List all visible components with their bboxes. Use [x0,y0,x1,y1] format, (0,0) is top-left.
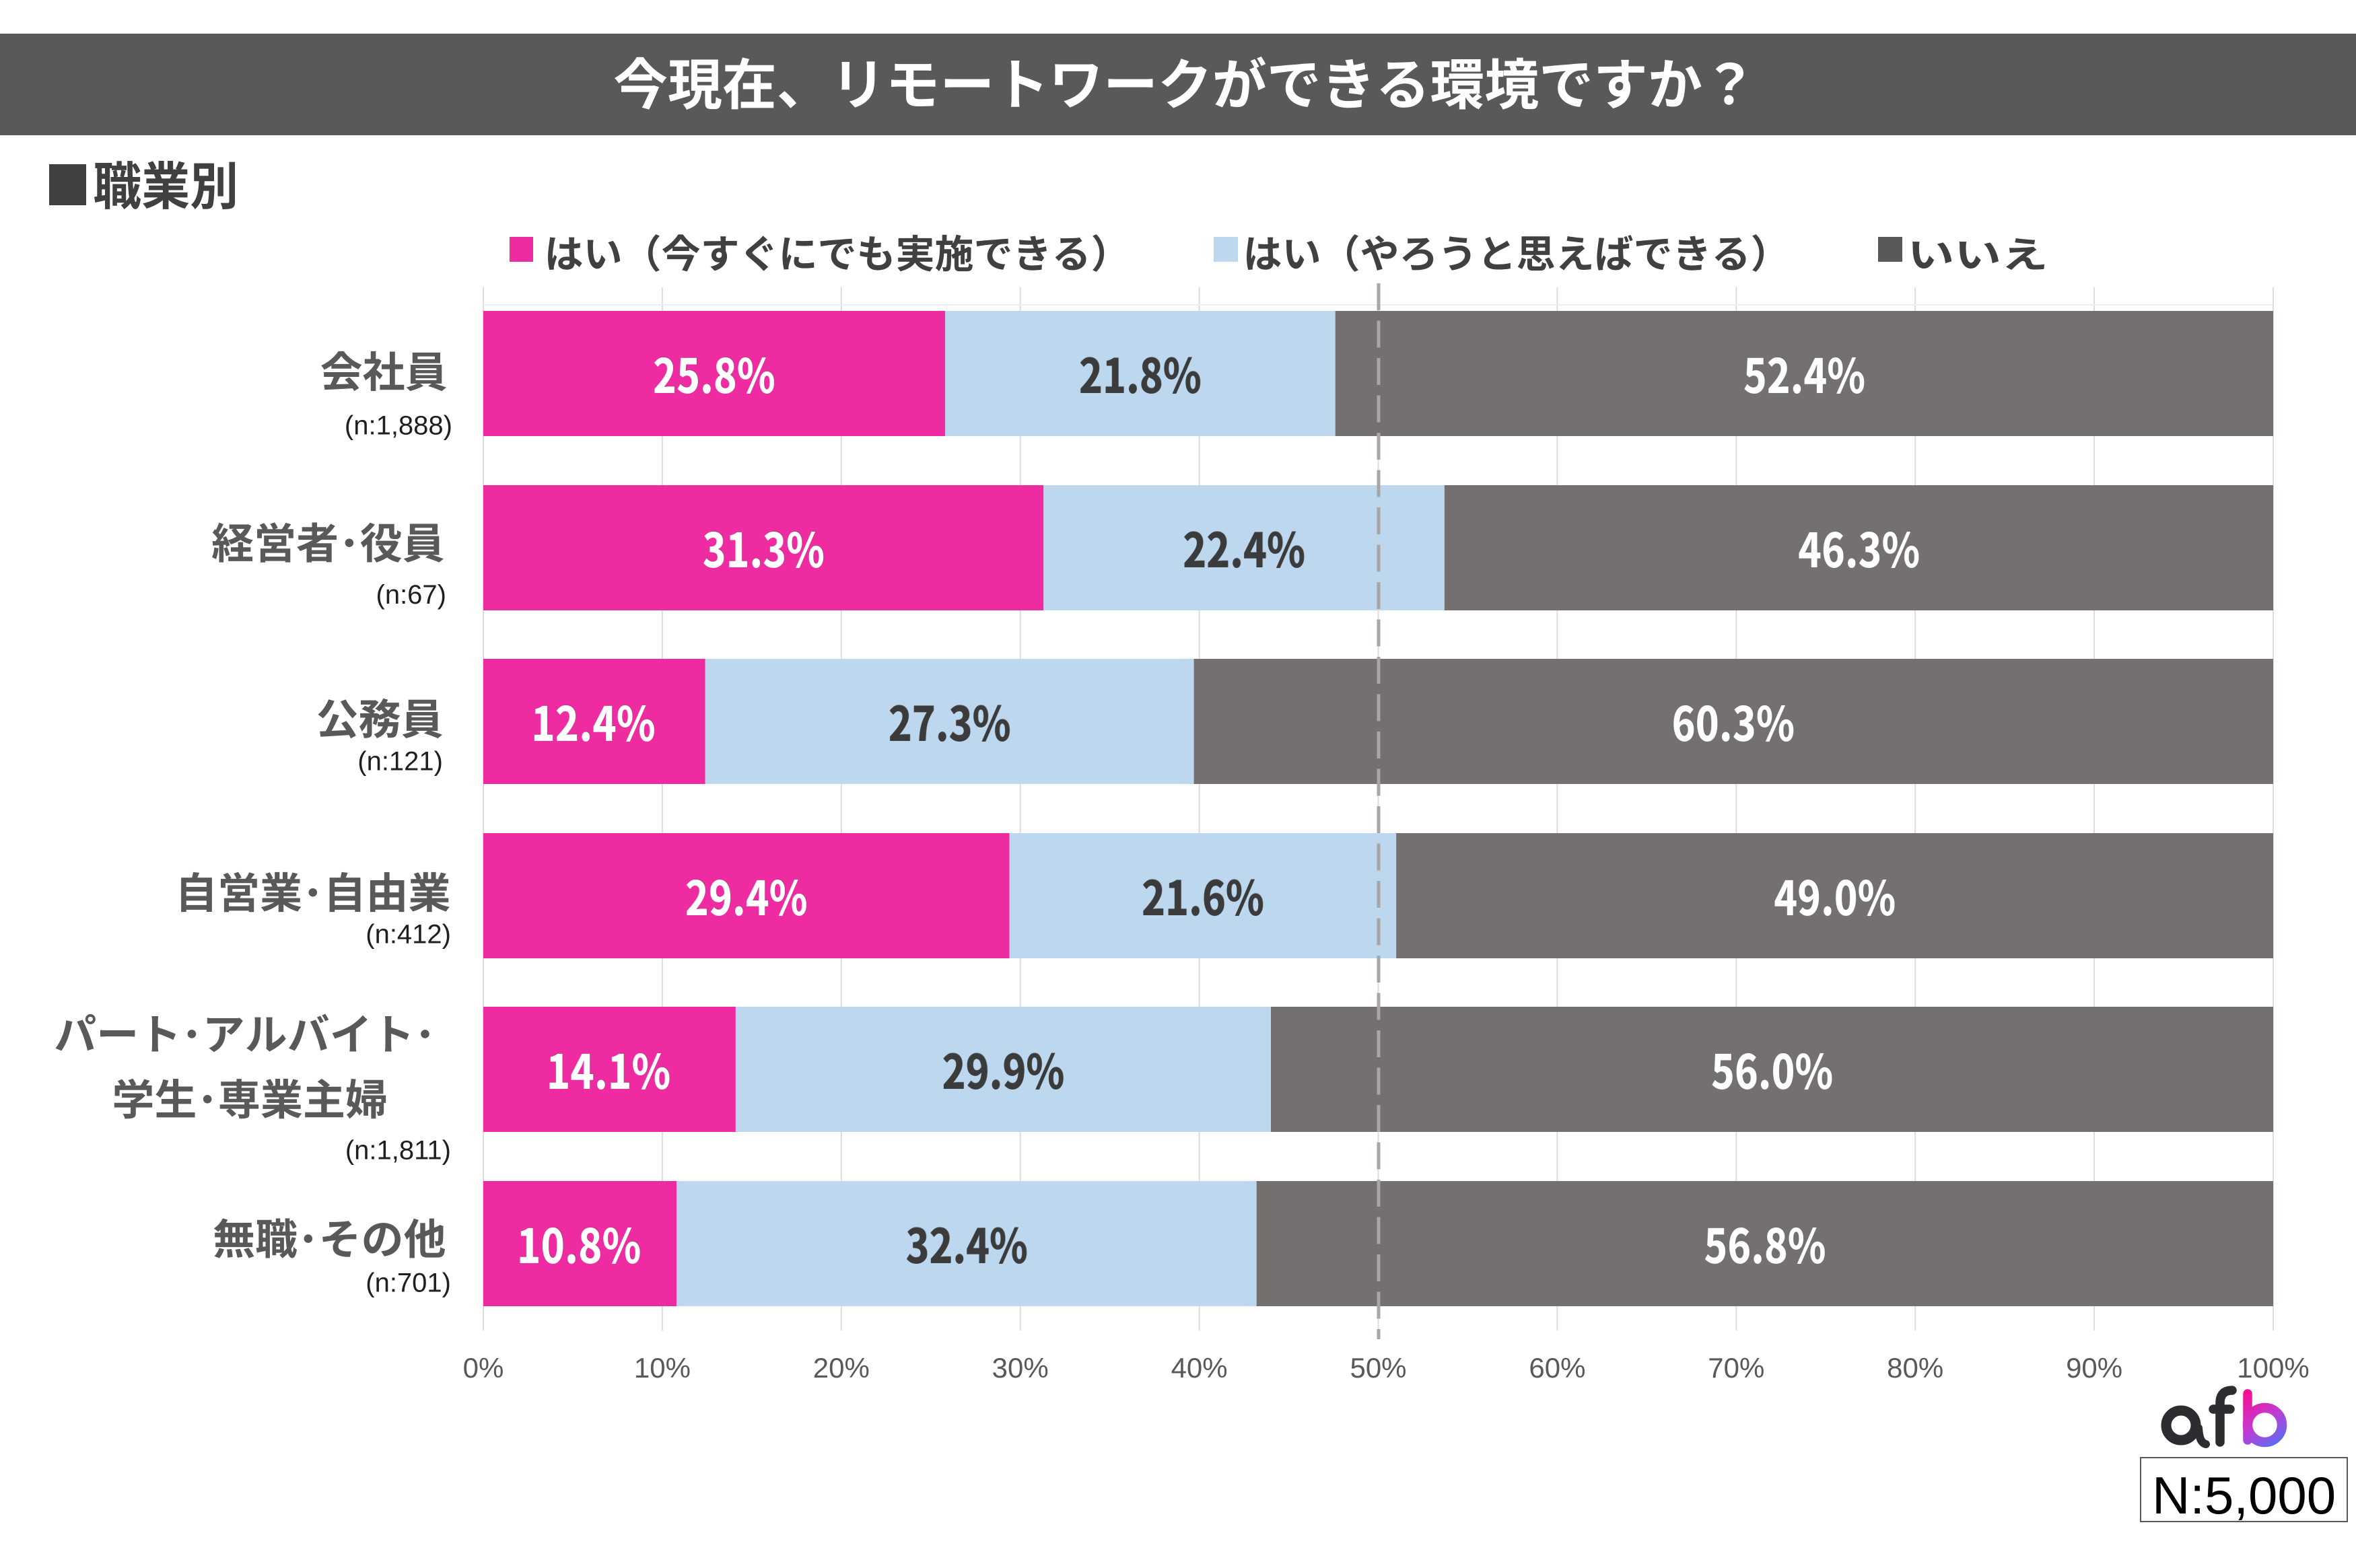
svg-text:70%: 70% [1708,1352,1764,1384]
svg-text:60%: 60% [1529,1352,1585,1384]
svg-text:N:5,000: N:5,000 [2152,1466,2336,1525]
svg-text:10%: 10% [634,1352,691,1384]
svg-text:(n:1,888): (n:1,888) [345,411,452,441]
svg-text:(n:1,811): (n:1,811) [345,1136,451,1166]
svg-text:50%: 50% [1350,1352,1406,1384]
svg-text:0%: 0% [463,1352,504,1384]
svg-text:(n:121): (n:121) [357,747,443,777]
svg-text:20%: 20% [813,1352,870,1384]
svg-text:90%: 90% [2066,1352,2122,1384]
svg-text:100%: 100% [2237,1352,2309,1384]
svg-text:30%: 30% [992,1352,1049,1384]
svg-text:80%: 80% [1887,1352,1943,1384]
svg-text:(n:701): (n:701) [366,1269,451,1298]
svg-text:40%: 40% [1171,1352,1228,1384]
svg-text:(n:67): (n:67) [376,580,447,610]
svg-text:(n:412): (n:412) [366,920,451,950]
